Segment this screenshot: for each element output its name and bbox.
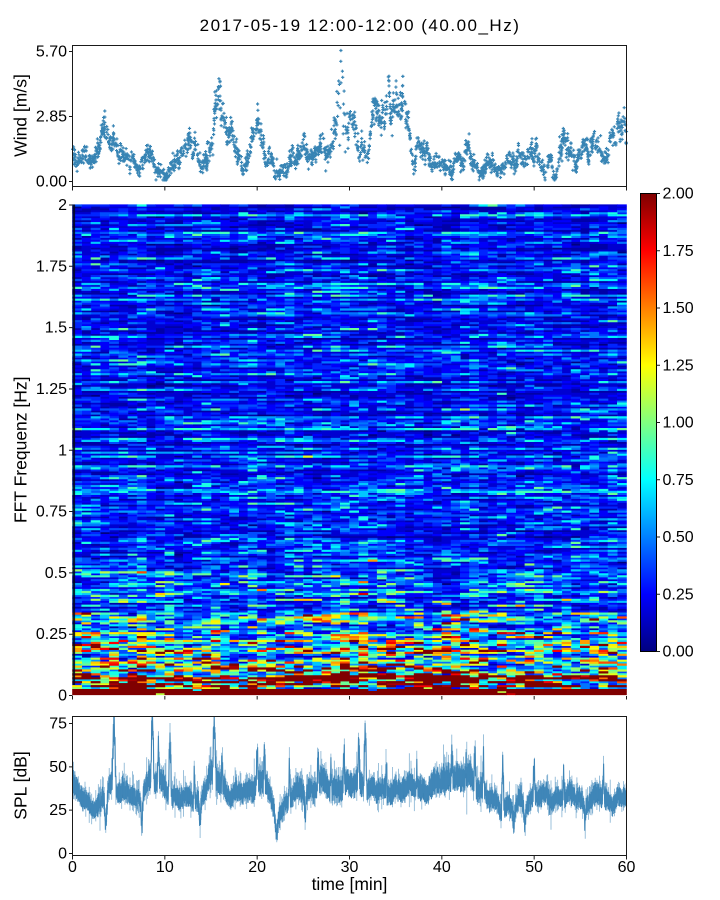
svg-text:0.5: 0.5 [45, 565, 67, 582]
svg-text:10: 10 [156, 859, 174, 876]
svg-text:1.25: 1.25 [663, 357, 694, 374]
svg-text:time [min]: time [min] [312, 874, 388, 894]
svg-text:0: 0 [58, 846, 67, 863]
svg-text:25: 25 [49, 802, 67, 819]
svg-text:0.75: 0.75 [36, 504, 67, 521]
svg-text:40: 40 [433, 859, 451, 876]
svg-text:5.70: 5.70 [36, 44, 67, 61]
svg-text:0.00: 0.00 [36, 174, 67, 191]
svg-text:60: 60 [618, 859, 636, 876]
svg-text:50: 50 [525, 859, 543, 876]
svg-text:2: 2 [58, 197, 67, 214]
svg-text:0.00: 0.00 [663, 644, 694, 661]
svg-text:0.75: 0.75 [663, 472, 694, 489]
svg-text:1.50: 1.50 [663, 300, 694, 317]
svg-text:0: 0 [58, 688, 67, 705]
svg-text:0.25: 0.25 [663, 586, 694, 603]
svg-text:1.75: 1.75 [36, 258, 67, 275]
svg-text:FFT Frequenz [Hz]: FFT Frequenz [Hz] [11, 376, 31, 523]
svg-text:20: 20 [248, 859, 266, 876]
svg-text:0.50: 0.50 [663, 529, 694, 546]
svg-text:50: 50 [49, 759, 67, 776]
svg-text:2.00: 2.00 [663, 186, 694, 203]
svg-text:1.5: 1.5 [45, 320, 67, 337]
svg-text:0: 0 [68, 859, 77, 876]
svg-text:SPL [dB]: SPL [dB] [11, 751, 31, 819]
svg-text:0.25: 0.25 [36, 626, 67, 643]
svg-text:75: 75 [49, 716, 67, 733]
svg-text:1: 1 [58, 442, 67, 459]
svg-text:1.75: 1.75 [663, 243, 694, 260]
svg-text:1.00: 1.00 [663, 415, 694, 432]
svg-text:1.25: 1.25 [36, 381, 67, 398]
svg-text:2.85: 2.85 [36, 109, 67, 126]
svg-text:30: 30 [341, 859, 359, 876]
svg-text:2017-05-19 12:00-12:00 (40.00_: 2017-05-19 12:00-12:00 (40.00_Hz) [200, 16, 521, 35]
svg-text:Wind [m/s]: Wind [m/s] [11, 74, 31, 157]
